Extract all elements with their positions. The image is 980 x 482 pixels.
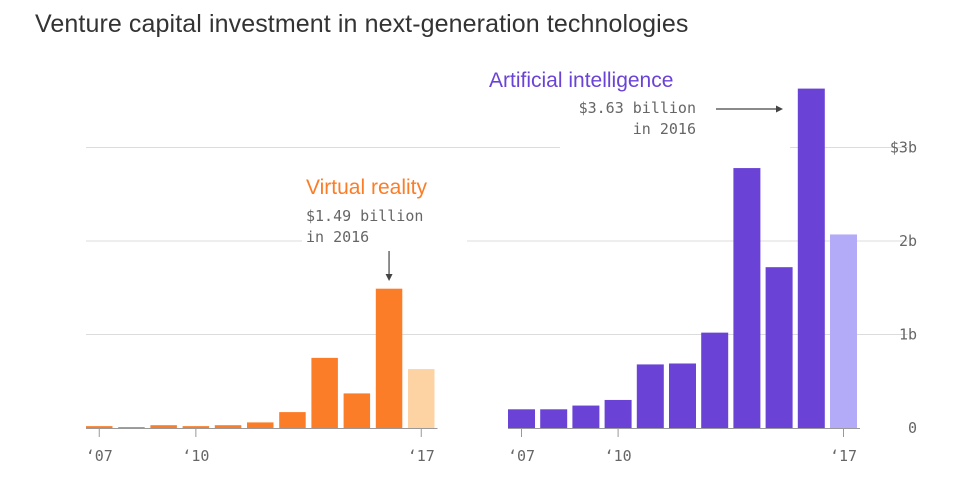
bar-artificial-intelligence — [508, 409, 535, 428]
annotation-title-virtual-reality: Virtual reality — [306, 176, 427, 199]
annotation-background — [560, 94, 790, 154]
arrow-head-icon — [385, 274, 393, 281]
x-tick-label: ‘07 — [86, 447, 113, 465]
annotation-value-virtual-reality: $1.49 billion — [306, 207, 423, 225]
bar-virtual-reality — [118, 427, 145, 428]
bar-virtual-reality — [247, 422, 274, 428]
bar-virtual-reality — [214, 425, 242, 428]
annotation-value-artificial-intelligence: $3.63 billion — [579, 99, 696, 117]
bar-virtual-reality — [311, 357, 338, 428]
bar-virtual-reality — [150, 425, 177, 428]
bar-artificial-intelligence — [797, 88, 825, 428]
x-tick-label: ‘07 — [508, 447, 535, 465]
bar-virtual-reality — [182, 426, 210, 428]
annotation-year-virtual-reality: in 2016 — [306, 228, 369, 246]
annotation-year-artificial-intelligence: in 2016 — [633, 120, 696, 138]
x-tick-label: ‘10 — [605, 447, 632, 465]
x-tick-label: ‘10 — [182, 447, 209, 465]
x-tick-label: ‘17 — [408, 447, 435, 465]
bar-artificial-intelligence — [830, 234, 857, 428]
bar-virtual-reality — [408, 369, 435, 428]
arrow-head-icon — [776, 105, 783, 113]
bar-artificial-intelligence — [636, 364, 664, 428]
bar-virtual-reality — [86, 426, 113, 428]
y-tick-label: 0 — [908, 419, 917, 437]
bar-artificial-intelligence — [669, 363, 696, 428]
bar-virtual-reality — [279, 412, 306, 428]
annotation-title-artificial-intelligence: Artificial intelligence — [489, 69, 673, 92]
bar-artificial-intelligence — [733, 168, 761, 428]
x-tick-label: ‘17 — [830, 447, 857, 465]
bar-virtual-reality — [375, 288, 403, 428]
bar-artificial-intelligence — [701, 332, 729, 428]
bar-virtual-reality — [343, 393, 371, 428]
bar-artificial-intelligence — [540, 409, 568, 428]
y-tick-label: 1b — [899, 326, 917, 344]
bar-artificial-intelligence — [572, 405, 600, 428]
chart-title: Venture capital investment in next-gener… — [35, 10, 689, 38]
y-tick-label: $3b — [890, 139, 917, 157]
y-tick-label: 2b — [899, 232, 917, 250]
bar-artificial-intelligence — [604, 399, 632, 428]
bar-artificial-intelligence — [765, 267, 793, 428]
annotation-background — [302, 195, 467, 255]
